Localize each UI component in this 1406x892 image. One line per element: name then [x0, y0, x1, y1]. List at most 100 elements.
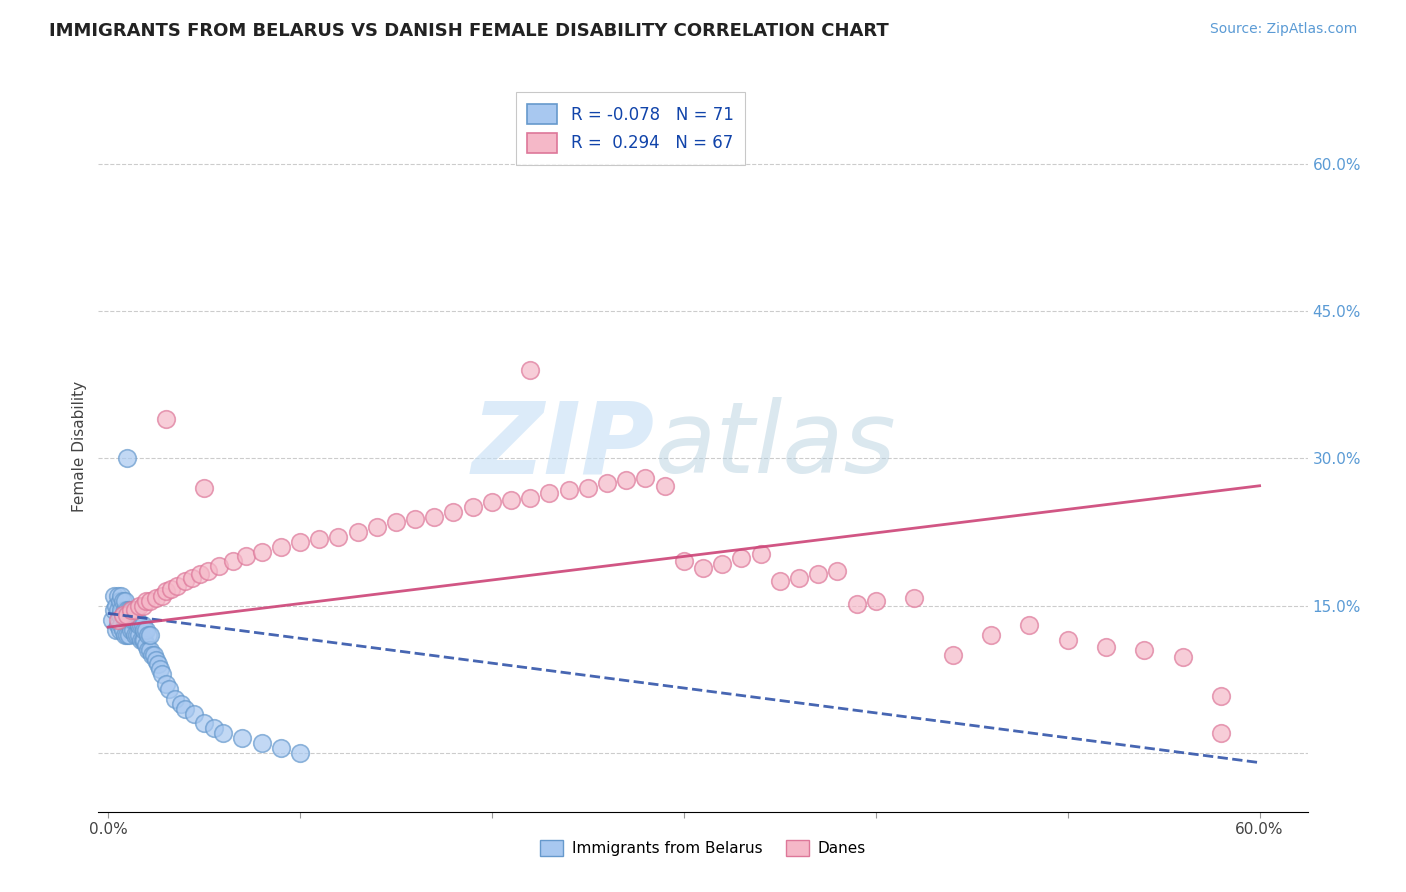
Point [149, 662, 172, 676]
Point [103, 589, 125, 603]
Point [124, 628, 146, 642]
Point [155, 583, 177, 598]
Point [155, 412, 177, 426]
Point [134, 632, 156, 647]
Point [145, 591, 167, 605]
Point [208, 559, 231, 574]
Text: atlas: atlas [655, 398, 896, 494]
Point [711, 558, 734, 572]
Point [1056, 632, 1078, 647]
Point [155, 677, 177, 691]
Point [124, 613, 146, 627]
Point [183, 706, 205, 721]
Point [108, 608, 131, 623]
Text: IMMIGRANTS FROM BELARUS VS DANISH FEMALE DISABILITY CORRELATION CHART: IMMIGRANTS FROM BELARUS VS DANISH FEMALE… [49, 22, 889, 40]
Point [107, 613, 129, 627]
Point [112, 593, 135, 607]
Point [115, 451, 138, 466]
Point [114, 603, 136, 617]
Point [139, 642, 162, 657]
Point [173, 701, 195, 715]
Point [250, 544, 273, 558]
Point [827, 564, 849, 578]
Point [807, 567, 830, 582]
Point [404, 512, 426, 526]
Point [193, 481, 215, 495]
Point [139, 593, 162, 607]
Point [250, 736, 273, 750]
Point [461, 500, 484, 515]
Point [118, 628, 141, 642]
Point [865, 593, 887, 607]
Point [110, 603, 132, 617]
Point [131, 618, 153, 632]
Point [443, 505, 465, 519]
Point [129, 632, 152, 647]
Point [118, 603, 141, 617]
Point [181, 571, 204, 585]
Point [136, 628, 159, 642]
Point [499, 492, 522, 507]
Point [366, 520, 388, 534]
Point [103, 603, 125, 617]
Point [270, 540, 292, 554]
Point [481, 495, 503, 509]
Point [135, 638, 157, 652]
Point [114, 613, 136, 627]
Point [107, 618, 129, 632]
Point [1211, 726, 1233, 740]
Point [122, 603, 145, 617]
Point [104, 599, 127, 613]
Point [692, 561, 714, 575]
Point [108, 623, 131, 637]
Point [115, 613, 138, 627]
Point [115, 628, 138, 642]
Point [170, 697, 193, 711]
Point [749, 548, 772, 562]
Point [308, 532, 330, 546]
Point [115, 603, 138, 617]
Point [118, 613, 141, 627]
Point [159, 681, 181, 696]
Point [346, 524, 368, 539]
Point [1171, 649, 1194, 664]
Point [108, 593, 131, 607]
Point [112, 608, 135, 623]
Point [1133, 642, 1156, 657]
Point [120, 603, 142, 617]
Point [104, 623, 127, 637]
Point [423, 510, 446, 524]
Text: Source: ZipAtlas.com: Source: ZipAtlas.com [1209, 22, 1357, 37]
Point [129, 618, 152, 632]
Text: ZIP: ZIP [471, 398, 655, 494]
Point [1018, 618, 1040, 632]
Point [288, 534, 311, 549]
Point [222, 554, 245, 568]
Point [131, 599, 153, 613]
Point [150, 589, 173, 603]
Point [654, 479, 676, 493]
Point [120, 603, 142, 617]
Point [787, 571, 810, 585]
Point [980, 628, 1002, 642]
Point [134, 623, 156, 637]
Point [1211, 689, 1233, 703]
Point [596, 475, 619, 490]
Point [576, 481, 599, 495]
Point [634, 471, 657, 485]
Point [202, 721, 225, 735]
Point [165, 691, 187, 706]
Point [112, 608, 135, 623]
Point [941, 648, 963, 662]
Point [107, 589, 129, 603]
Point [672, 554, 695, 568]
Point [730, 551, 752, 566]
Point [288, 746, 311, 760]
Point [146, 657, 169, 672]
Point [212, 726, 235, 740]
Point [160, 582, 183, 596]
Point [385, 515, 408, 529]
Point [139, 628, 162, 642]
Point [135, 623, 157, 637]
Point [124, 603, 146, 617]
